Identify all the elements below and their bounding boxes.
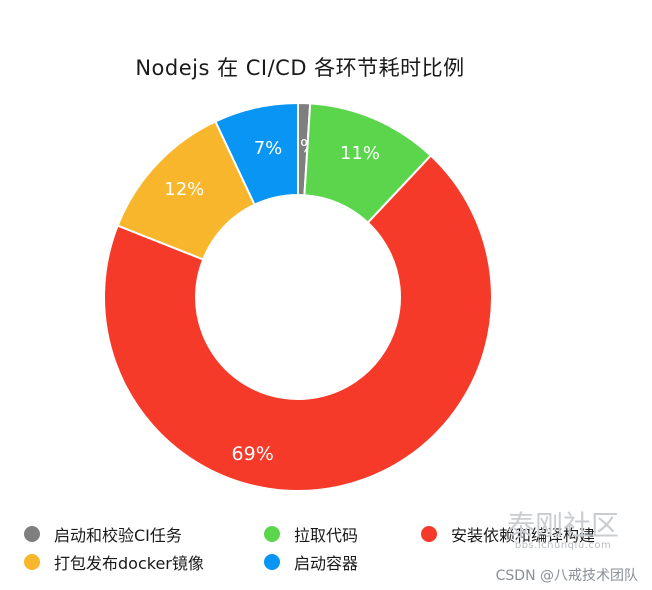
donut-slice: [103, 154, 493, 492]
watermark-main-text: 泰刚社区: [506, 509, 619, 542]
watermark-logo: 泰刚社区 bbs.ichunqiu.com: [488, 512, 638, 552]
donut-slice: [214, 101, 299, 207]
slice-label: 12%: [164, 179, 204, 200]
slice-label: 11%: [340, 143, 380, 164]
chart-title: Nodejs 在 CI/CD 各环节耗时比例: [135, 56, 465, 80]
slice-label: 7%: [254, 138, 283, 159]
csdn-credit: CSDN @八戒技术团队: [495, 568, 638, 584]
watermark-sub-text: bbs.ichunqiu.com: [514, 540, 612, 551]
slice-label: 69%: [232, 443, 274, 465]
